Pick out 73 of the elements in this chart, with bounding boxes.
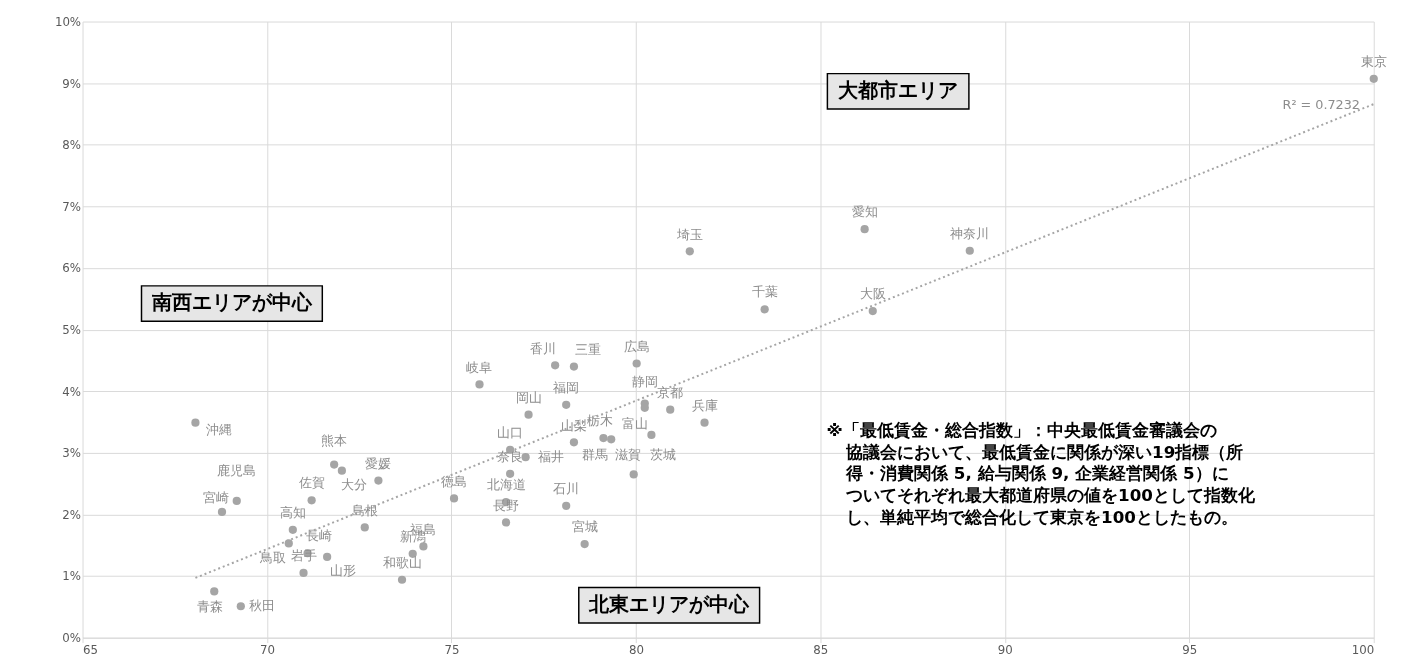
y-tick-label: 0% — [62, 631, 82, 646]
data-label: 三重 — [574, 341, 601, 357]
data-label: 佐賀 — [298, 475, 325, 491]
x-tick-label: 100 — [1351, 642, 1375, 657]
data-label: 島根 — [351, 502, 378, 518]
data-label: 青森 — [197, 599, 224, 615]
x-tick-label: 80 — [628, 642, 644, 657]
data-label: 奈良 — [497, 449, 524, 464]
data-label: 岩手 — [290, 548, 317, 564]
y-tick-label: 5% — [62, 323, 82, 338]
data-label: 東京 — [1360, 54, 1387, 70]
data-label: 富山 — [621, 415, 648, 431]
data-label: 鹿児島 — [217, 463, 257, 479]
data-label: 石川 — [553, 481, 580, 497]
data-label: 福岡 — [553, 380, 580, 395]
data-label: 岡山 — [515, 389, 542, 405]
annotation: ついてそれぞれ最大都道府県の値を100として指数化 — [845, 485, 1256, 506]
data-label: 神奈川 — [950, 225, 990, 241]
data-label: 広島 — [623, 338, 650, 354]
annotation: R² = 0.7232 — [1282, 97, 1360, 112]
annotation: ※「最低賃金・総合指数」：中央最低賃金審議会の — [826, 420, 1217, 441]
data-label: 宮城 — [571, 519, 598, 535]
y-tick-label: 4% — [62, 384, 82, 399]
y-tick-label: 3% — [62, 446, 82, 461]
annotation: 南西エリアが中心 — [150, 291, 313, 315]
data-label: 沖縄 — [206, 422, 233, 438]
data-label: 茨城 — [650, 446, 677, 462]
y-tick-label: 10% — [54, 14, 82, 29]
data-label: 埼玉 — [675, 226, 703, 242]
data-label: 栃木 — [586, 413, 613, 429]
data-label: 福井 — [538, 449, 565, 465]
data-label: 愛知 — [851, 204, 878, 220]
data-label: 大分 — [340, 477, 367, 493]
y-tick-label: 1% — [62, 569, 82, 584]
data-label: 北海道 — [486, 477, 526, 493]
x-tick-label: 85 — [813, 642, 829, 657]
x-tick-label: 90 — [997, 642, 1013, 657]
annotation: 北東エリアが中心 — [588, 593, 751, 617]
annotation: 協議会において、最低賃金に関係が深い19指標（所 — [845, 441, 1244, 462]
data-label: 大阪 — [859, 286, 886, 302]
y-tick-label: 8% — [62, 138, 82, 153]
data-label: 京都 — [657, 384, 684, 400]
x-tick-label: 95 — [1182, 642, 1198, 657]
data-label: 長野 — [493, 497, 520, 513]
data-label: 長崎 — [306, 528, 333, 544]
annotation: 大都市エリア — [838, 79, 959, 103]
annotation: し、単純平均で総合化して東京を100としたもの。 — [846, 506, 1238, 527]
data-label: 鳥取 — [259, 550, 287, 566]
data-label: 宮崎 — [203, 490, 230, 506]
annotation: 得・消費関係 5, 給与関係 9, 企業経営関係 5）に — [845, 463, 1229, 484]
data-label: 山形 — [329, 562, 356, 578]
data-label: 山梨 — [560, 417, 587, 433]
x-tick-label: 65 — [83, 642, 99, 657]
y-tick-label: 9% — [62, 76, 82, 91]
data-label: 兵庫 — [691, 397, 718, 413]
data-label: 和歌山 — [382, 554, 422, 570]
data-label: 岐阜 — [466, 359, 493, 375]
data-label: 秋田 — [249, 598, 276, 614]
data-label: 山口 — [497, 424, 524, 440]
y-tick-label: 7% — [62, 199, 82, 214]
x-tick-label: 70 — [259, 642, 275, 657]
data-label: 香川 — [530, 340, 557, 356]
y-tick-label: 6% — [62, 261, 82, 276]
data-label: 愛媛 — [365, 455, 392, 471]
data-label: 熊本 — [321, 432, 348, 448]
data-label: 高知 — [279, 505, 306, 521]
data-label: 徳島 — [441, 473, 468, 489]
data-label: 静岡 — [631, 373, 658, 389]
data-label: 滋賀 — [614, 446, 641, 462]
y-tick-label: 2% — [62, 507, 82, 522]
data-label: 千葉 — [751, 284, 778, 300]
x-tick-label: 75 — [444, 642, 460, 657]
data-label: 群馬 — [582, 446, 609, 462]
